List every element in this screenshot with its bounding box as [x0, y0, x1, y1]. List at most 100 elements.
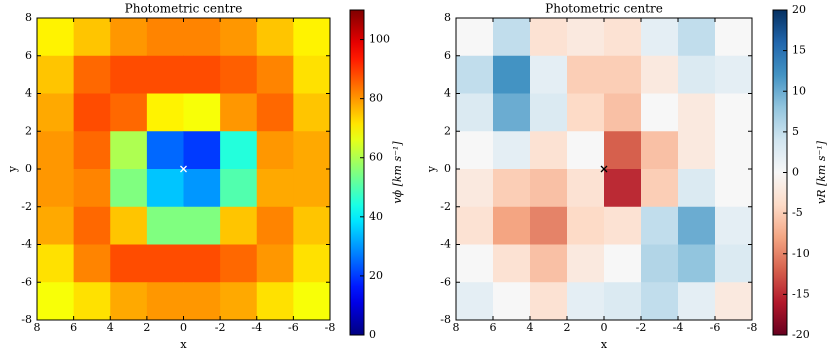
heatmap-cell [110, 244, 148, 283]
heatmap-cell [146, 93, 184, 132]
heatmap-cell [678, 169, 716, 208]
colorbar-tick-label: -10 [792, 247, 810, 260]
heatmap-cell [256, 93, 294, 132]
y-tick-label: 0 [25, 162, 32, 175]
y-tick-label: 6 [444, 49, 451, 62]
colorbar-tick-label: 5 [792, 125, 799, 138]
colorbar-label: vR [km s⁻¹] [815, 140, 828, 204]
heatmap-cell [73, 93, 111, 132]
heatmap-cell [146, 55, 184, 94]
heatmap-cell [183, 93, 221, 132]
colorbar-tick-label: 0 [369, 328, 376, 341]
heatmap-cell [493, 18, 531, 57]
x-tick-label: 0 [180, 321, 187, 334]
heatmap-cell [37, 131, 75, 170]
heatmap-cell [183, 206, 221, 245]
x-axis-label: x [601, 338, 608, 351]
heatmap-cell [110, 282, 148, 321]
heatmap-cell [567, 55, 605, 94]
y-axis-label: y [6, 165, 19, 173]
x-tick-label: 8 [453, 321, 460, 334]
heatmap-cell [146, 206, 184, 245]
colorbar-tick-label: 10 [792, 84, 806, 97]
colorbar-tick-label: 100 [369, 33, 390, 46]
heatmap-cell [493, 93, 531, 132]
heatmap-cell [493, 169, 531, 208]
heatmap-cell [604, 169, 642, 208]
heatmap-cell [256, 131, 294, 170]
heatmap-cell [715, 244, 753, 283]
heatmap-cell [678, 55, 716, 94]
heatmap-cell [456, 282, 494, 321]
heatmap-cell [530, 93, 568, 132]
heatmap-cell [293, 206, 331, 245]
heatmap-cell [183, 55, 221, 94]
heatmap-cell [456, 18, 494, 57]
heatmap-cell [715, 18, 753, 57]
heatmap-cell [220, 206, 258, 245]
colorbar-tick-label: 20 [792, 3, 806, 16]
heatmap-cell [641, 55, 679, 94]
heatmap-cell [678, 282, 716, 321]
heatmap-cell [530, 55, 568, 94]
heatmap-cell [256, 282, 294, 321]
x-tick-label: 2 [564, 321, 571, 334]
x-tick-label: -8 [325, 321, 336, 334]
centre-marker [600, 165, 608, 173]
heatmap-cell [183, 169, 221, 208]
heatmap-cell [293, 244, 331, 283]
heatmap-cell [220, 169, 258, 208]
x-tick-label: -8 [747, 321, 758, 334]
heatmap-cell [641, 206, 679, 245]
heatmap-cell [73, 55, 111, 94]
y-tick-label: -6 [21, 275, 32, 288]
heatmap-cell [73, 282, 111, 321]
heatmap-cell [604, 206, 642, 245]
heatmap-cell [220, 55, 258, 94]
heatmap-cell [530, 282, 568, 321]
heatmap-cell [567, 244, 605, 283]
heatmap-cell [256, 18, 294, 57]
heatmap-cell [110, 55, 148, 94]
y-tick-label: 8 [25, 11, 32, 24]
heatmap-cell [604, 93, 642, 132]
heatmap-cell [567, 169, 605, 208]
heatmap-cell [456, 244, 494, 283]
heatmap-cell [678, 206, 716, 245]
heatmap-cell [146, 244, 184, 283]
heatmap-cell [604, 244, 642, 283]
y-tick-label: 4 [25, 87, 32, 100]
colorbar-tick-label: -20 [792, 328, 810, 341]
heatmap-cell [256, 206, 294, 245]
y-tick-label: -8 [21, 313, 32, 326]
heatmap-cell [220, 244, 258, 283]
heatmap-cell [715, 206, 753, 245]
colorbar-tick-label: -15 [792, 287, 810, 300]
heatmap-cell [37, 18, 75, 57]
y-tick-label: -4 [21, 238, 32, 251]
heatmap-cell [641, 169, 679, 208]
heatmap-cell [293, 18, 331, 57]
y-tick-label: 2 [25, 124, 32, 137]
heatmap-cell [604, 55, 642, 94]
x-tick-label: 0 [601, 321, 608, 334]
y-tick-label: -8 [440, 313, 451, 326]
heatmap-cell [73, 131, 111, 170]
chart-title: Photometric centre [545, 2, 663, 16]
heatmap-cell [604, 18, 642, 57]
heatmap-cell [146, 169, 184, 208]
heatmap-cell [256, 244, 294, 283]
heatmap-cell [641, 18, 679, 57]
heatmap-cell [567, 18, 605, 57]
heatmap-cell [678, 244, 716, 283]
heatmap-cell [183, 131, 221, 170]
x-tick-label: 4 [107, 321, 114, 334]
y-tick-label: 8 [444, 11, 451, 24]
heatmap-cell [293, 93, 331, 132]
heatmap-cell [293, 169, 331, 208]
x-tick-label: 2 [143, 321, 150, 334]
heatmap-cell [37, 93, 75, 132]
heatmap-cell [183, 18, 221, 57]
colorbar [349, 9, 365, 336]
heatmap-cell [456, 93, 494, 132]
